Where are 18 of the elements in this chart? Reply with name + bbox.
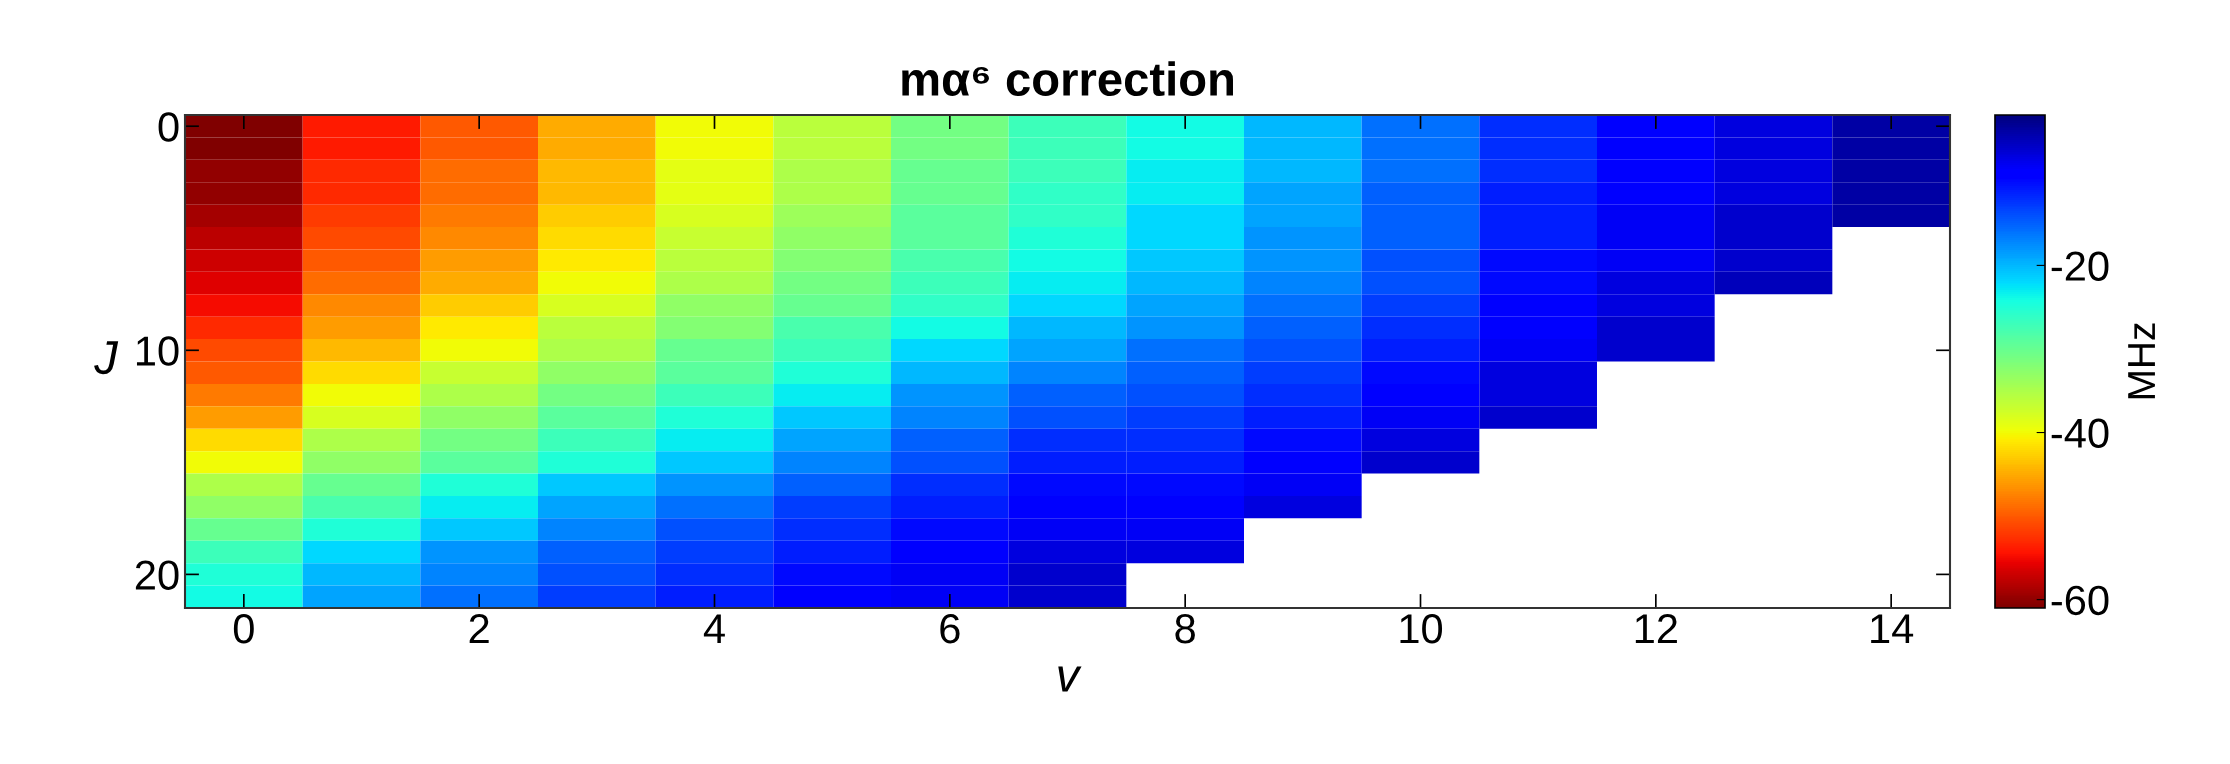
- x-axis-title: v: [1058, 666, 1082, 692]
- x-tick-label: 2: [469, 613, 489, 644]
- color-bar-label: -20: [2051, 251, 2109, 281]
- y-tick-label: 20: [135, 560, 179, 590]
- y-axis-title: J: [94, 341, 119, 375]
- x-tick-label: 6: [940, 613, 960, 644]
- x-tick-label: 0: [233, 613, 254, 644]
- color-bar-title: MHz: [2128, 323, 2155, 399]
- y-tick-label: 0: [158, 112, 179, 142]
- x-tick-label: 4: [703, 614, 725, 644]
- color-bar-label: -40: [2051, 418, 2109, 449]
- x-tick-label: 12: [1635, 613, 1677, 644]
- x-tick-label: 10: [1400, 613, 1443, 644]
- x-tick-label: 8: [1175, 613, 1195, 644]
- color-bar-label: -60: [2051, 585, 2109, 616]
- y-tick-label: 10: [136, 336, 179, 366]
- x-tick-label: 14: [1871, 614, 1914, 644]
- chart-title: mα⁶ correction: [902, 61, 1233, 97]
